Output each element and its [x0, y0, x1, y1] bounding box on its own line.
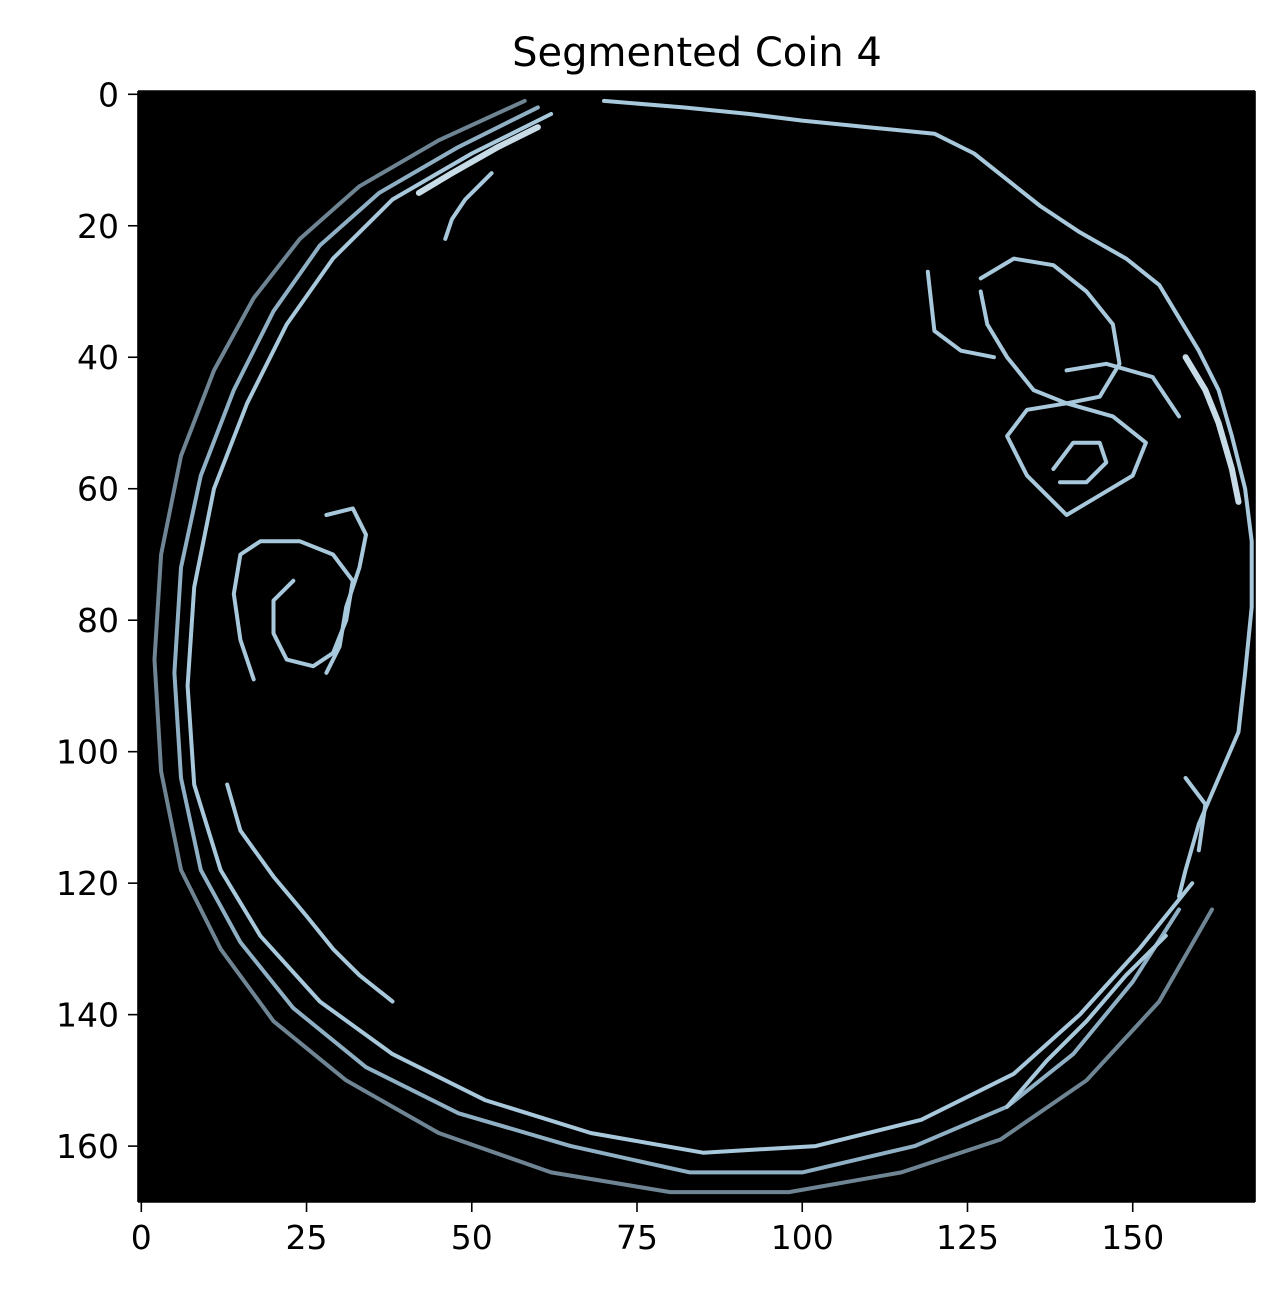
- edge-stroke-10: [1005, 401, 1148, 517]
- edge-stroke-2: [172, 105, 1181, 1175]
- edge-stroke-6: [443, 171, 494, 241]
- edge-stroke-4: [415, 124, 541, 196]
- edge-stroke-3: [602, 98, 1254, 899]
- edge-stroke-0: [152, 98, 1214, 1195]
- edge-stroke-8: [324, 506, 368, 675]
- y-tick-label: 140: [56, 996, 119, 1035]
- edge-stroke-7: [231, 539, 355, 682]
- x-tick-label: 75: [616, 1218, 658, 1257]
- edge-stroke-13: [925, 269, 996, 360]
- y-tick-label: 0: [98, 75, 119, 114]
- edge-stroke-15: [1005, 933, 1168, 1109]
- y-tick-label: 20: [77, 207, 119, 246]
- edge-stroke-12: [978, 256, 1122, 406]
- x-tick-label: 125: [936, 1218, 999, 1257]
- edge-stroke-5: [1182, 354, 1242, 505]
- edge-stroke-11: [1051, 440, 1109, 485]
- y-axis: 0 20 40 60 80 100 120 140 160: [56, 75, 138, 1166]
- edge-stroke-9: [225, 782, 395, 1004]
- x-tick-label: 25: [286, 1218, 328, 1257]
- y-tick-label: 120: [56, 864, 119, 903]
- y-tick-label: 40: [77, 338, 119, 377]
- y-tick-label: 60: [77, 470, 119, 509]
- edge-strokes: [152, 98, 1254, 1195]
- edge-stroke-14: [1064, 361, 1181, 419]
- x-tick-label: 50: [451, 1218, 493, 1257]
- x-tick-label: 0: [131, 1218, 152, 1257]
- y-tick-label: 100: [56, 733, 119, 772]
- x-tick-label: 150: [1101, 1218, 1164, 1257]
- y-tick-label: 80: [77, 601, 119, 640]
- x-axis: 0 25 50 75 100 125 150: [131, 1202, 1164, 1257]
- y-tick-label: 160: [56, 1127, 119, 1166]
- x-tick-label: 100: [771, 1218, 834, 1257]
- chart-title: Segmented Coin 4: [512, 30, 882, 76]
- edge-stroke-1: [185, 112, 1195, 1155]
- edge-stroke-16: [1183, 776, 1208, 853]
